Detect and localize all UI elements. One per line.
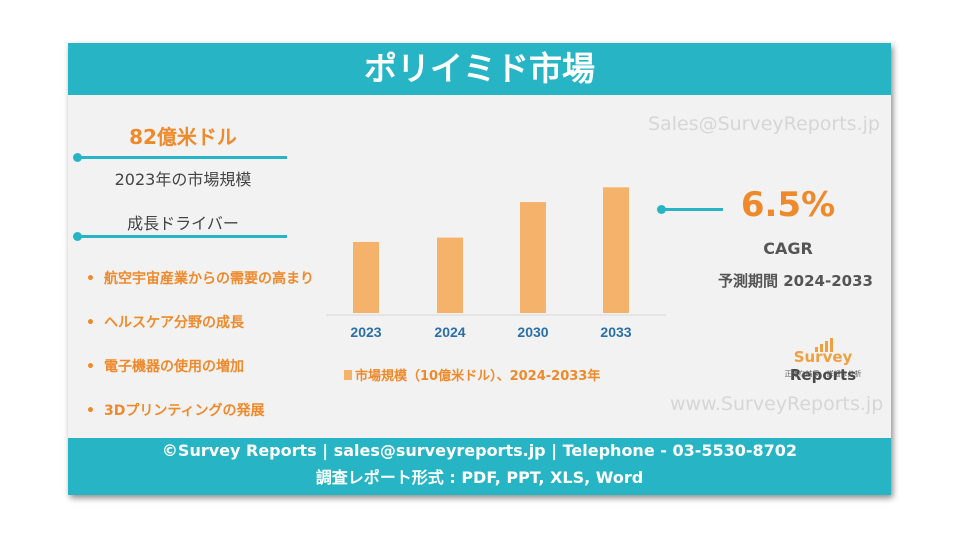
- chart-bar-2030: [520, 202, 546, 313]
- chart-legend-label: 市場規模（10億米ドル）、2024-2033年: [355, 368, 600, 384]
- watermark-url: www.SurveyReports.jp: [670, 393, 884, 415]
- logo-name: Survey Reports: [789, 348, 857, 384]
- market-size-caption: 2023年の市場規模: [114, 170, 252, 189]
- divider-drivers: [73, 232, 287, 241]
- market-size-value: 82億米ドル: [129, 125, 237, 149]
- chart-x-tick-label: 2023: [350, 324, 381, 340]
- bullet-icon: •: [86, 403, 95, 419]
- chart-x-tick-label: 2024: [434, 324, 465, 340]
- bullet-icon: •: [86, 271, 95, 287]
- logo-bars-icon: [815, 333, 835, 352]
- driver-item: • 3Dプリンティングの発展: [86, 403, 265, 419]
- chart-x-tick-label: 2030: [517, 324, 548, 340]
- forecast-period: 予測期間 2024-2033: [718, 272, 873, 290]
- driver-item: • 電子機器の使用の増加: [86, 359, 244, 375]
- survey-reports-logo: Survey Reports 正確な結果、詳細な分析: [763, 333, 883, 384]
- bullet-icon: •: [86, 315, 95, 331]
- footer-formats: 調査レポート形式 : PDF, PPT, XLS, Word: [315, 468, 644, 487]
- driver-item: • 航空宇宙産業からの需要の高まり: [86, 271, 314, 287]
- cagr-value: 6.5%: [740, 185, 836, 225]
- logo-tagline: 正確な結果、詳細な分析: [784, 370, 862, 378]
- page-title: ポリイミド市場: [68, 43, 891, 95]
- bullet-icon: •: [86, 359, 95, 375]
- watermark-email: Sales@SurveyReports.jp: [648, 113, 880, 135]
- chart-bar-2023: [353, 241, 379, 313]
- market-size-chart: 2023 2024 2030 2033 市場規模（10億米ドル）、2024-2033年: [326, 187, 666, 384]
- chart-bar-2033: [603, 187, 629, 313]
- divider-market: [73, 153, 287, 162]
- footer-contact: ©Survey Reports | sales@surveyreports.jp…: [161, 441, 798, 460]
- divider-cagr: [657, 205, 723, 214]
- chart-bar-2024: [437, 237, 463, 313]
- chart-legend-swatch: [344, 370, 352, 380]
- cagr-label: CAGR: [763, 239, 813, 258]
- driver-item: • ヘルスケア分野の成長: [86, 315, 244, 331]
- footer: ©Survey Reports | sales@surveyreports.jp…: [68, 438, 891, 495]
- drivers-title: 成長ドライバー: [127, 214, 239, 233]
- infographic-card: ポリイミド市場 Sales@SurveyReports.jp www.Surve…: [68, 43, 891, 495]
- chart-x-tick-label: 2033: [600, 324, 631, 340]
